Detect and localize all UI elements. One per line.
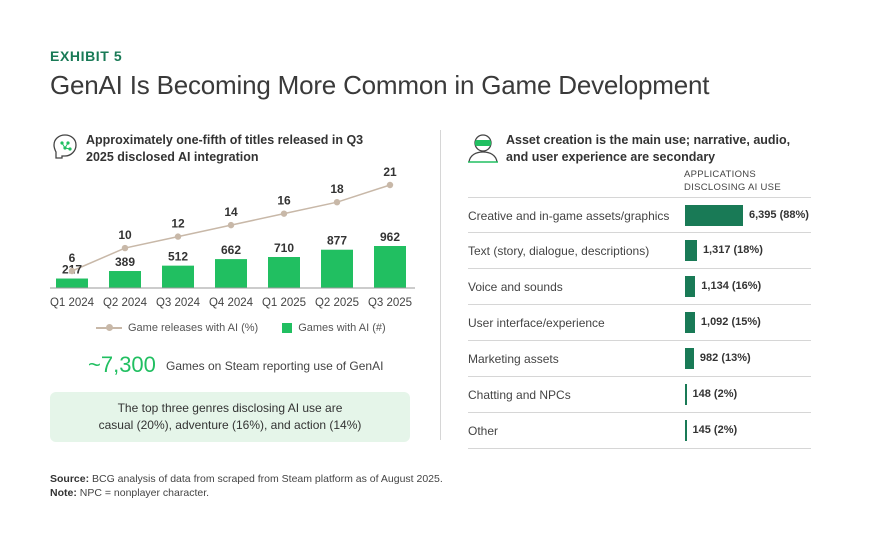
use-row-label: Text (story, dialogue, descriptions) — [468, 244, 650, 258]
column-header-line1: APPLICATIONS — [684, 169, 757, 180]
use-row-label: Voice and sounds — [468, 280, 563, 294]
bar-value-label: 710 — [274, 241, 294, 255]
right-heading-line1: Asset creation is the main use; narrativ… — [506, 133, 791, 147]
use-row-value: 148 (2%) — [692, 388, 738, 400]
use-row-bar — [685, 348, 694, 369]
use-row-bar — [685, 384, 687, 405]
use-row-label: Creative and in-game assets/graphics — [468, 209, 670, 223]
genre-callout: The top three genres disclosing AI use a… — [50, 392, 410, 442]
x-tick-label: Q3 2024 — [156, 297, 201, 309]
panel-divider — [440, 130, 441, 440]
x-tick-label: Q2 2024 — [103, 297, 148, 309]
use-row: Text (story, dialogue, descriptions) 1,31… — [468, 233, 811, 269]
bar-q1-2024 — [56, 278, 88, 288]
x-tick-label: Q4 2024 — [209, 297, 254, 309]
total-games-number: ~7,300 — [88, 352, 156, 377]
bar-value-label: 389 — [115, 255, 135, 269]
x-tick-label: Q1 2025 — [262, 297, 306, 309]
use-row-value: 1,092 (15%) — [700, 316, 761, 328]
ai-brain-icon — [53, 134, 77, 159]
right-heading-line2: and user experience are secondary — [506, 150, 716, 164]
bar-q2-2024 — [109, 271, 141, 288]
vr-headset-user-icon — [468, 134, 498, 163]
chart-legend: Game releases with AI (%) Games with AI … — [96, 322, 386, 334]
note-label: Note: — [50, 487, 77, 499]
use-row-value: 982 (13%) — [699, 352, 751, 364]
line-value-label: 6 — [69, 251, 76, 265]
note-line: Note: NPC = nonplayer character. — [50, 486, 443, 500]
bar-q3-2025 — [374, 246, 406, 288]
use-row-value: 6,395 (88%) — [749, 209, 809, 221]
callout-line1: The top three genres disclosing AI use a… — [117, 401, 343, 415]
column-header-line2: DISCLOSING AI USE — [684, 182, 781, 193]
legend-bar-label: Games with AI (#) — [298, 322, 386, 334]
x-tick-label: Q3 2025 — [368, 297, 412, 309]
x-tick-label: Q2 2025 — [315, 297, 359, 309]
callout-line2: casual (20%), adventure (16%), and actio… — [98, 418, 362, 432]
use-row: User interface/experience 1,092 (15%) — [468, 305, 811, 341]
exhibit-label: EXHIBIT 5 — [50, 48, 123, 64]
bar-q4-2024 — [215, 259, 247, 288]
use-row: Chatting and NPCs 148 (2%) — [468, 377, 811, 413]
source-text: BCG analysis of data from scraped from S… — [92, 473, 443, 485]
use-row-bar — [685, 276, 696, 297]
line-value-label: 10 — [118, 228, 132, 242]
line-point — [386, 181, 394, 189]
bar-q3-2024 — [162, 265, 194, 288]
use-row: Voice and sounds 1,134 (16%) — [468, 269, 811, 305]
use-row-label: User interface/experience — [468, 316, 605, 330]
line-value-label: 16 — [277, 194, 291, 208]
source-label: Source: — [50, 473, 90, 485]
line-value-label: 21 — [383, 165, 397, 179]
total-games-label: Games on Steam reporting use of GenAI — [166, 359, 384, 373]
source-line: Source: BCG analysis of data from scrape… — [50, 472, 443, 486]
use-row-value: 1,134 (16%) — [701, 280, 762, 292]
bar-value-label: 512 — [168, 250, 188, 264]
bar-value-label: 877 — [327, 234, 347, 248]
applications-column-header: APPLICATIONS DISCLOSING AI USE — [684, 168, 781, 194]
line-point — [333, 199, 341, 206]
left-panel-heading: Approximately one-fifth of titles releas… — [86, 132, 363, 166]
left-heading-line2: 2025 disclosed AI integration — [86, 150, 259, 164]
line-point — [121, 244, 129, 252]
bar-q2-2025 — [321, 249, 353, 288]
legend-line-swatch — [96, 324, 122, 331]
line-point — [227, 221, 235, 229]
use-row-value: 145 (2%) — [692, 424, 738, 436]
line-value-label: 18 — [330, 182, 344, 196]
use-row-label: Marketing assets — [468, 352, 559, 366]
use-row-bar — [685, 312, 695, 333]
source-note: Source: BCG analysis of data from scrape… — [50, 472, 443, 500]
legend-line-label: Game releases with AI (%) — [128, 322, 259, 334]
right-panel-heading: Asset creation is the main use; narrativ… — [506, 132, 790, 166]
use-row-label: Other — [468, 424, 499, 438]
line-point — [68, 267, 76, 275]
use-row-label: Chatting and NPCs — [468, 388, 571, 402]
legend-bar-swatch — [282, 323, 293, 333]
bar-q1-2025 — [268, 257, 300, 288]
use-row: Creative and in-game assets/graphics 6,39… — [468, 197, 811, 233]
page-title: GenAI Is Becoming More Common in Game De… — [50, 70, 710, 100]
line-point — [280, 210, 288, 217]
line-value-label: 12 — [171, 217, 185, 231]
note-text: NPC = nonplayer character. — [79, 487, 210, 499]
line-value-label: 14 — [224, 205, 238, 219]
x-tick-label: Q1 2024 — [50, 297, 95, 309]
line-point — [174, 233, 182, 240]
use-row-bar — [685, 420, 687, 441]
use-row: Marketing assets 982 (13%) — [468, 341, 811, 377]
bar-value-label: 662 — [221, 243, 241, 257]
use-row: Other 145 (2%) — [468, 413, 811, 449]
left-heading-line1: Approximately one-fifth of titles releas… — [86, 133, 364, 147]
use-row-bar — [685, 240, 697, 261]
bar-value-label: 962 — [380, 230, 400, 244]
use-row-bar — [685, 205, 743, 226]
use-row-value: 1,317 (18%) — [702, 244, 763, 256]
